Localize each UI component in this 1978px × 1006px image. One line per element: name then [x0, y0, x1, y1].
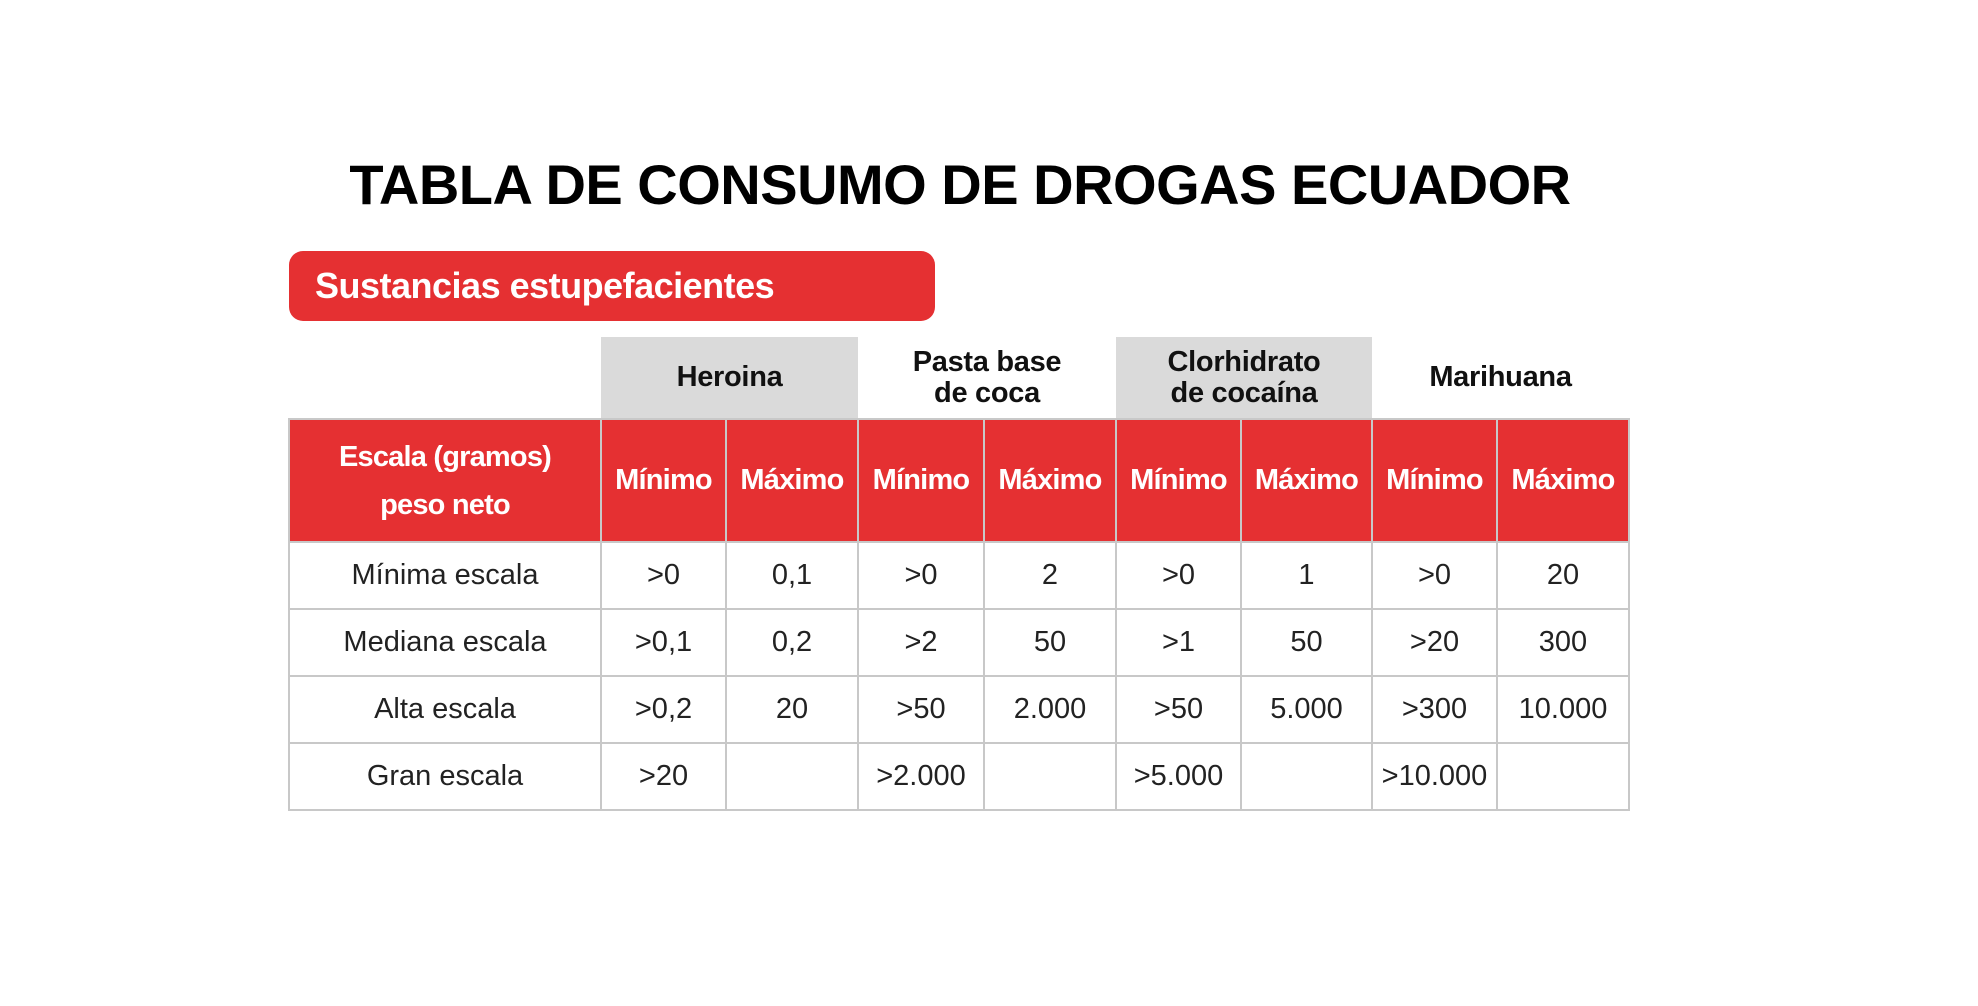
table-cell: >0	[857, 541, 985, 610]
table-cell: >0	[1115, 541, 1242, 610]
table-cell: 10.000	[1496, 675, 1630, 744]
table-cell: >0	[1371, 541, 1498, 610]
col-min: Mínimo	[1115, 418, 1242, 543]
table-cell: 50	[1240, 608, 1373, 677]
table-cell: >0,1	[600, 608, 727, 677]
table-cell: 20	[1496, 541, 1630, 610]
table-cell: >50	[857, 675, 985, 744]
group-header-clorhidrato: Clorhidrato de cocaína	[1116, 337, 1372, 419]
row-label: Gran escala	[288, 742, 602, 811]
group-label: Pasta base	[912, 345, 1062, 378]
table-cell	[1496, 742, 1630, 811]
empty-corner	[289, 337, 601, 419]
table-cell: 0,1	[725, 541, 859, 610]
group-label: Marihuana	[1429, 361, 1572, 393]
row-header-line: peso neto	[380, 488, 511, 521]
col-max: Máximo	[1496, 418, 1630, 543]
group-header-heroina: Heroina	[601, 337, 858, 419]
table-row: Alta escala >0,2 20 >50 2.000 >50 5.000 >300 10.…	[288, 675, 1630, 744]
col-max: Máximo	[725, 418, 859, 543]
table-cell: >10.000	[1371, 742, 1498, 811]
table-cell	[983, 742, 1117, 811]
table-cell: 2	[983, 541, 1117, 610]
group-header-marihuana: Marihuana	[1372, 337, 1629, 419]
table-cell	[1240, 742, 1373, 811]
col-min: Mínimo	[600, 418, 727, 543]
table-cell: >50	[1115, 675, 1242, 744]
group-label: de cocaína	[1170, 376, 1318, 409]
row-label: Mediana escala	[288, 608, 602, 677]
col-min: Mínimo	[1371, 418, 1498, 543]
group-label: Clorhidrato	[1167, 345, 1321, 378]
table-cell: >5.000	[1115, 742, 1242, 811]
substance-header-row: Heroina Pasta base de coca Clorhidrato de …	[289, 337, 1629, 419]
table-cell: 1	[1240, 541, 1373, 610]
table-cell: >20	[1371, 608, 1498, 677]
row-label: Alta escala	[288, 675, 602, 744]
table-cell	[725, 742, 859, 811]
table-cell: >2.000	[857, 742, 985, 811]
table-cell: >0,2	[600, 675, 727, 744]
table-cell: 300	[1496, 608, 1630, 677]
drug-scale-table: Heroina Pasta base de coca Clorhidrato de …	[288, 337, 1630, 811]
page-title: TABLA DE CONSUMO DE DROGAS ECUADOR	[349, 153, 1571, 216]
row-label: Mínima escala	[288, 541, 602, 610]
table-cell: 5.000	[1240, 675, 1373, 744]
section-label: Sustancias estupefacientes	[289, 251, 935, 321]
table-cell: >0	[600, 541, 727, 610]
col-min: Mínimo	[857, 418, 985, 543]
table-cell: 2.000	[983, 675, 1117, 744]
table-row: Mediana escala >0,1 0,2 >2 50 >1 50 >20 300	[288, 608, 1630, 677]
table-cell: 20	[725, 675, 859, 744]
table-row: Gran escala >20 >2.000 >5.000 >10.000	[288, 742, 1630, 811]
group-header-pasta-base: Pasta base de coca	[858, 337, 1116, 419]
table-cell: >20	[600, 742, 727, 811]
table-cell: >300	[1371, 675, 1498, 744]
table-cell: 0,2	[725, 608, 859, 677]
col-max: Máximo	[1240, 418, 1373, 543]
group-label: Heroina	[676, 361, 783, 393]
col-max: Máximo	[983, 418, 1117, 543]
row-header-line: Escala (gramos)	[338, 440, 552, 473]
group-label: de coca	[934, 376, 1040, 409]
table-cell: >1	[1115, 608, 1242, 677]
table-cell: >2	[857, 608, 985, 677]
table-row: Mínima escala >0 0,1 >0 2 >0 1 >0 20	[288, 541, 1630, 610]
row-header-label: Escala (gramos) peso neto	[288, 418, 602, 543]
table-cell: 50	[983, 608, 1117, 677]
column-header-row: Escala (gramos) peso neto Mínimo Máximo M…	[288, 418, 1630, 543]
